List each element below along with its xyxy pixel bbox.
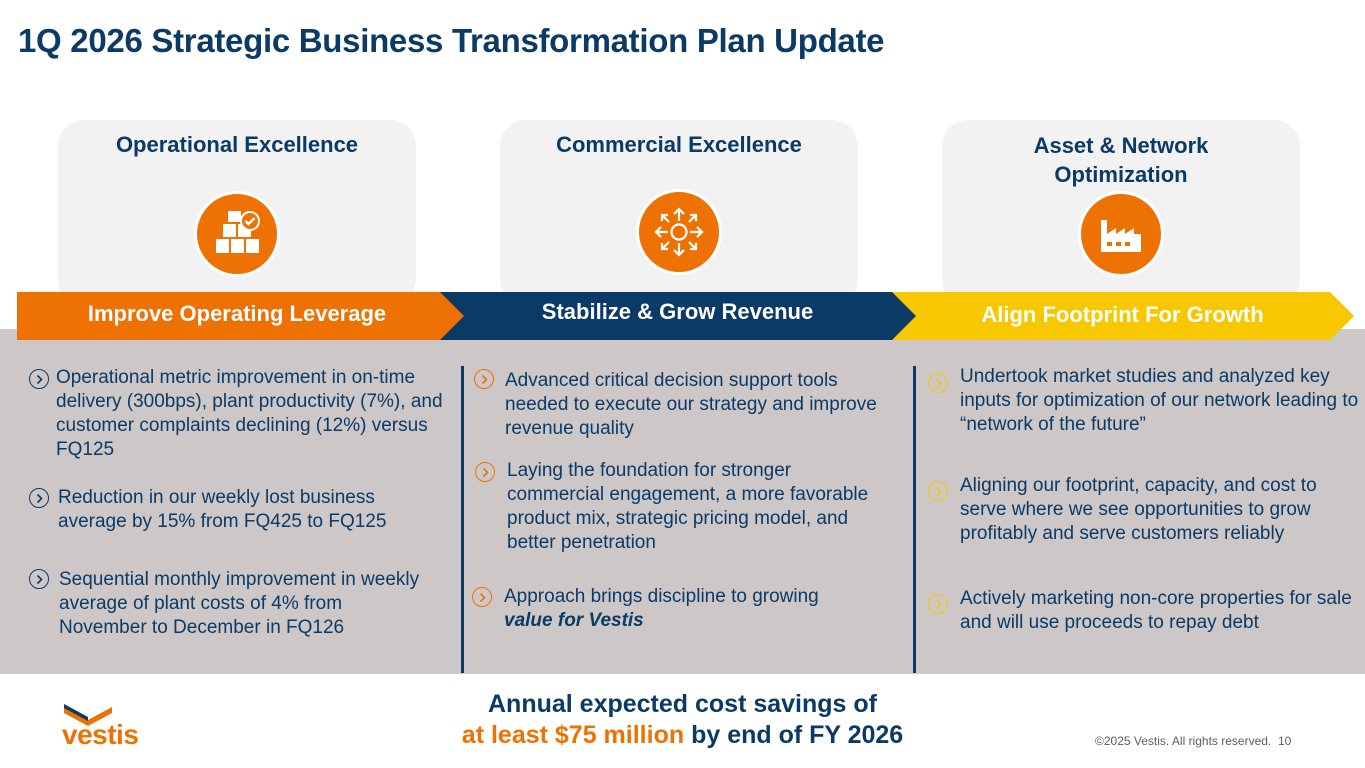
pillar-card-commercial: Commercial Excellence [500, 120, 858, 305]
chevron-right-circle-icon [472, 587, 492, 607]
pillar-card-operational: Operational Excellence [58, 120, 416, 305]
boxes-check-icon [194, 191, 280, 277]
chevron-right-circle-icon [29, 569, 49, 589]
chevron-right-circle-icon [29, 369, 49, 389]
banner-arrows [17, 292, 1354, 340]
copyright-text: ©2025 Vestis. All rights reserved. [1095, 734, 1272, 748]
bullet-text: Approach brings discipline to growing [504, 586, 819, 607]
banner-arrow-orange [17, 292, 464, 340]
bullet-text: Laying the foundation for stronger comme… [507, 460, 869, 553]
pillar-title: Operational Excellence [115, 132, 359, 157]
bullet-emphasis: value for Vestis [504, 610, 644, 631]
chevron-right-circle-icon [29, 488, 49, 508]
banner-stabilize-grow-revenue: Stabilize & Grow Revenue [541, 299, 814, 324]
chevron-right-circle-icon [475, 462, 495, 482]
chevron-right-circle-icon [474, 369, 494, 389]
bullet-text: Aligning our footprint, capacity, and co… [960, 475, 1317, 544]
copyright: ©2025 Vestis. All rights reserved. 10 [1095, 734, 1291, 748]
savings-line-2: at least $75 million by end of FY 2026 [0, 721, 1365, 750]
pillar-title: Asset & Network Optimization [1033, 133, 1209, 187]
bullet-text: Sequential monthly improvement in weekly… [59, 569, 420, 638]
expand-arrows-icon [636, 189, 722, 275]
pillar-card-asset-network: Asset & Network Optimization [942, 120, 1300, 305]
page-number: 10 [1277, 734, 1292, 748]
bullet-text: Undertook market studies and analyzed ke… [960, 366, 1359, 435]
bullet-text: Operational metric improvement in on-tim… [56, 367, 443, 460]
pillar-title: Commercial Excellence [556, 132, 802, 157]
banner-arrow-yellow [868, 292, 1354, 340]
savings-highlight: at least $75 million [461, 721, 685, 749]
factory-icon [1078, 191, 1164, 277]
bullet-text-approach: Approach brings discipline to growing va… [504, 585, 894, 633]
bullet-text: Actively marketing non-core properties f… [960, 588, 1352, 633]
bullet-text: Advanced critical decision support tools… [505, 370, 877, 439]
content-band [0, 329, 1365, 674]
chevron-right-circle-icon [928, 373, 948, 393]
column-divider [913, 366, 916, 673]
savings-line-1: Annual expected cost savings of [488, 690, 877, 718]
vestis-logo-text: vestis [62, 719, 139, 750]
column-divider [461, 366, 464, 673]
banner-improve-operating-leverage: Improve Operating Leverage [87, 301, 387, 326]
vestis-logo-mark [64, 704, 112, 726]
chevron-right-circle-icon [928, 481, 948, 501]
banner-arrow-navy [420, 292, 916, 340]
chevron-right-circle-icon [928, 594, 948, 614]
savings-rest: by end of FY 2026 [684, 721, 904, 749]
page-title: 1Q 2026 Strategic Business Transformatio… [18, 22, 885, 59]
banner-align-footprint: Align Footprint For Growth [981, 302, 1264, 327]
bullet-text: Reduction in our weekly lost business av… [58, 487, 387, 532]
